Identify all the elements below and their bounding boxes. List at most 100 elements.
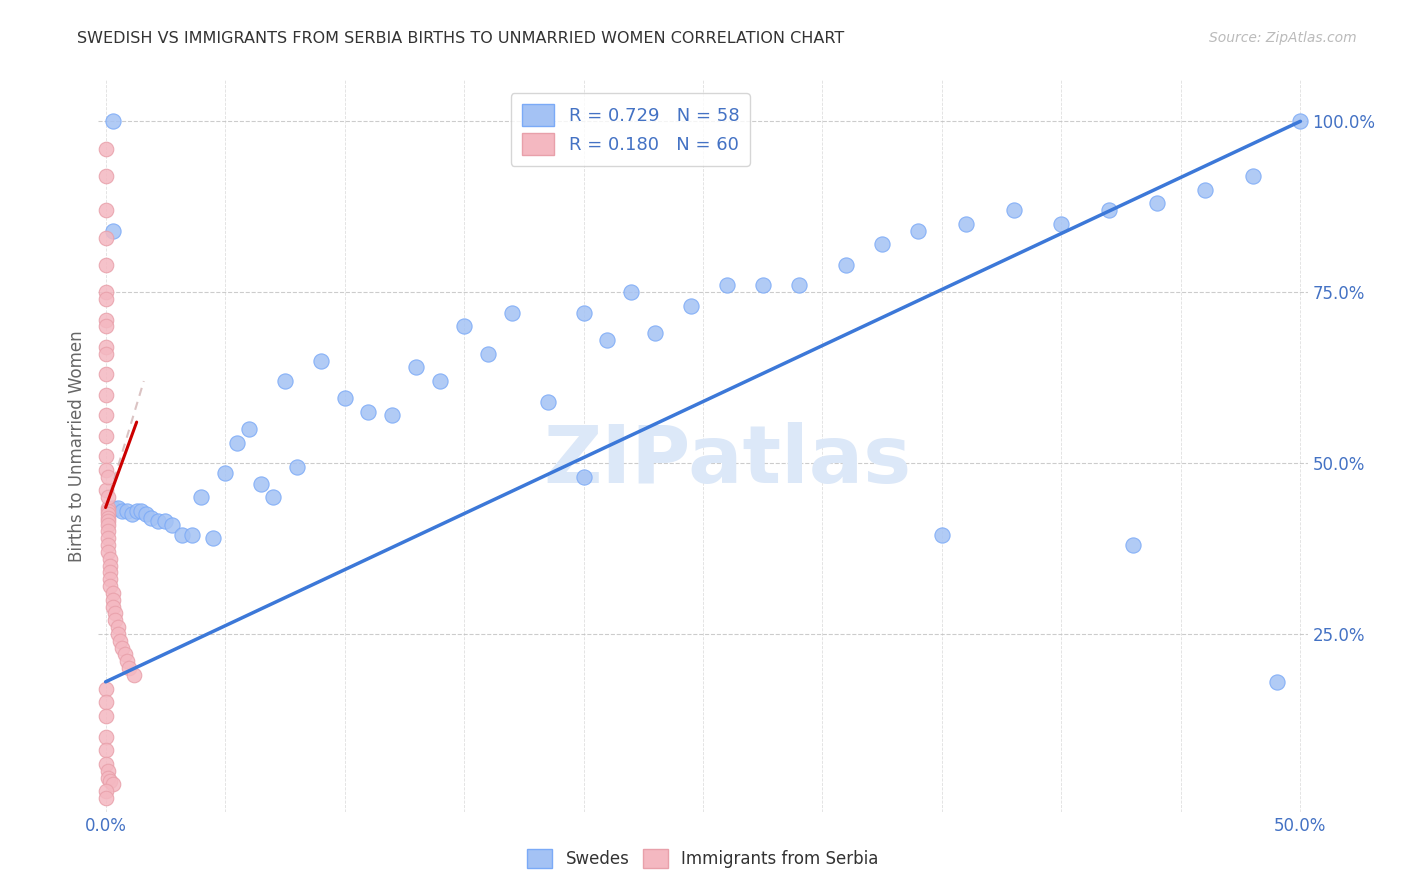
Point [94, 285, 117, 300]
Point [681, 299, 703, 313]
Point [453, 319, 475, 334]
Point [907, 224, 929, 238]
Point [501, 306, 523, 320]
Point [1289, 114, 1312, 128]
Point [94, 230, 117, 244]
Point [94, 258, 117, 272]
Point [107, 620, 129, 634]
Point [333, 391, 356, 405]
Point [107, 627, 129, 641]
Point [101, 114, 124, 128]
Point [97, 500, 120, 515]
Point [146, 514, 169, 528]
Point [111, 504, 134, 518]
Point [1050, 217, 1073, 231]
Point [870, 237, 893, 252]
Point [107, 500, 129, 515]
Point [357, 405, 380, 419]
Point [94, 340, 117, 354]
Point [94, 483, 117, 498]
Point [170, 528, 193, 542]
Point [1098, 203, 1121, 218]
Point [537, 394, 560, 409]
Point [94, 429, 117, 443]
Point [155, 514, 177, 528]
Legend: R = 0.729   N = 58, R = 0.180   N = 60: R = 0.729 N = 58, R = 0.180 N = 60 [510, 93, 749, 166]
Point [114, 648, 136, 662]
Point [94, 709, 117, 723]
Point [309, 353, 332, 368]
Point [226, 435, 249, 450]
Y-axis label: Births to Unmarried Women: Births to Unmarried Women [67, 330, 86, 562]
Point [429, 374, 451, 388]
Point [97, 490, 120, 504]
Point [125, 504, 148, 518]
Point [1146, 196, 1168, 211]
Point [285, 459, 308, 474]
Point [955, 217, 977, 231]
Point [250, 476, 273, 491]
Point [162, 517, 184, 532]
Point [97, 545, 120, 559]
Point [1002, 203, 1025, 218]
Point [405, 360, 427, 375]
Point [97, 514, 120, 528]
Point [104, 607, 127, 621]
Point [94, 319, 117, 334]
Text: SWEDISH VS IMMIGRANTS FROM SERBIA BIRTHS TO UNMARRIED WOMEN CORRELATION CHART: SWEDISH VS IMMIGRANTS FROM SERBIA BIRTHS… [77, 31, 845, 46]
Point [98, 774, 121, 789]
Point [94, 449, 117, 463]
Point [97, 517, 120, 532]
Point [572, 306, 595, 320]
Point [104, 613, 127, 627]
Point [121, 508, 143, 522]
Point [94, 681, 117, 696]
Point [101, 592, 124, 607]
Point [931, 528, 953, 542]
Point [94, 312, 117, 326]
Point [139, 510, 162, 524]
Point [1194, 183, 1216, 197]
Point [94, 347, 117, 361]
Point [118, 661, 141, 675]
Point [101, 599, 124, 614]
Point [94, 292, 117, 306]
Point [115, 654, 138, 668]
Point [98, 558, 121, 573]
Point [94, 169, 117, 183]
Point [1122, 538, 1144, 552]
Legend: Swedes, Immigrants from Serbia: Swedes, Immigrants from Serbia [520, 843, 886, 875]
Point [94, 388, 117, 402]
Point [274, 374, 297, 388]
Point [94, 409, 117, 423]
Point [97, 510, 120, 524]
Point [97, 538, 120, 552]
Point [180, 528, 202, 542]
Point [122, 668, 145, 682]
Point [115, 504, 138, 518]
Point [97, 771, 120, 785]
Point [97, 469, 120, 483]
Point [381, 409, 404, 423]
Point [644, 326, 666, 341]
Point [94, 756, 117, 771]
Point [101, 586, 124, 600]
Point [94, 791, 117, 805]
Point [620, 285, 643, 300]
Point [214, 467, 236, 481]
Point [94, 695, 117, 709]
Point [97, 504, 120, 518]
Point [572, 469, 595, 483]
Point [202, 531, 225, 545]
Point [751, 278, 773, 293]
Point [787, 278, 810, 293]
Point [94, 730, 117, 744]
Point [97, 508, 120, 522]
Point [1241, 169, 1264, 183]
Point [596, 333, 619, 347]
Point [94, 743, 117, 757]
Point [94, 784, 117, 798]
Point [97, 764, 120, 778]
Point [101, 224, 124, 238]
Point [262, 490, 284, 504]
